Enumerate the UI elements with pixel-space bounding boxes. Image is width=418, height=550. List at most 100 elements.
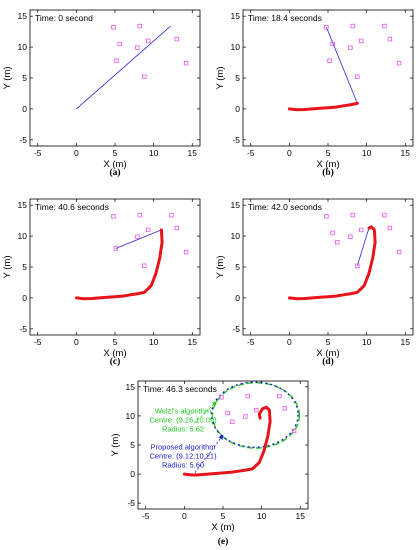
- target-marker: [396, 60, 402, 66]
- time-label: Time: 40.6 seconds: [35, 202, 109, 212]
- time-label: Time: 0 second: [35, 13, 93, 23]
- y-tick-label: 10: [18, 42, 28, 52]
- target-marker: [117, 41, 122, 47]
- x-tick-label: 0: [74, 148, 79, 158]
- trajectory-path: [287, 101, 359, 112]
- panel-caption: (d): [322, 356, 334, 367]
- target-marker: [142, 74, 147, 79]
- x-tick-label: 15: [401, 148, 411, 158]
- time-label: Time: 18.4 seconds: [248, 13, 322, 23]
- target-marker: [254, 407, 259, 413]
- target-marker: [113, 246, 118, 251]
- target-marker: [350, 212, 355, 218]
- time-label: Time: 46.3 seconds: [143, 384, 217, 394]
- target-marker: [291, 428, 297, 434]
- x-tick-label: 15: [188, 337, 198, 347]
- target-marker: [327, 58, 332, 63]
- y-tick-label: 0: [130, 469, 135, 479]
- annotation-line: Radius: 5.62: [162, 425, 204, 434]
- target-marker: [137, 212, 142, 218]
- x-tick-label: -5: [247, 148, 255, 158]
- target-marker: [114, 58, 119, 63]
- target-marker: [330, 230, 335, 236]
- x-tick-label: -5: [142, 511, 150, 521]
- target-marker: [142, 263, 147, 268]
- y-tick-label: 15: [18, 200, 28, 210]
- sight-line: [115, 229, 162, 249]
- annotation-line: Welzl's algorithm: [155, 407, 211, 416]
- y-tick-label: 5: [235, 262, 240, 272]
- sight-line: [326, 27, 358, 104]
- trajectory-path: [287, 225, 377, 301]
- y-axis-label: Y (m): [215, 255, 226, 278]
- plot-frame: [242, 9, 414, 147]
- target-marker: [348, 45, 353, 50]
- annotation-text-2: Proposed algorithm Centre: (9.12,10.21) Ra…: [149, 443, 217, 470]
- x-tick-label: -5: [247, 337, 255, 347]
- x-tick-label: 15: [401, 337, 411, 347]
- target-marker: [183, 249, 189, 255]
- target-marker: [183, 60, 189, 66]
- chart-panel-1: -5 0 5 10 15 -5 0 5 10 15 X (m) Y (m) Time: 0 second…: [2, 9, 201, 178]
- annotation-line: Centre: (9.26,10.09): [149, 416, 217, 425]
- annotation-line: Proposed algorithm: [151, 443, 216, 452]
- target-marker: [350, 23, 355, 29]
- panel-caption: (c): [110, 356, 121, 367]
- x-tick-label: 10: [149, 148, 159, 158]
- sight-line: [356, 227, 370, 266]
- x-tick-label: 5: [326, 148, 331, 158]
- y-tick-label: 10: [126, 411, 136, 421]
- target-marker: [245, 393, 250, 399]
- y-tick-label: 5: [22, 73, 27, 83]
- target-marker: [219, 395, 224, 400]
- target-marker: [111, 25, 116, 30]
- target-marker: [277, 393, 282, 399]
- x-axis-label: X (m): [103, 159, 126, 170]
- y-tick-label: 10: [231, 231, 241, 241]
- plot-frame: [29, 198, 201, 336]
- y-tick-label: 0: [235, 104, 240, 114]
- y-tick-label: 5: [235, 73, 240, 83]
- target-marker: [359, 227, 364, 233]
- time-label: Time: 42.0 seconds: [248, 202, 322, 212]
- x-tick-label: 5: [326, 337, 331, 347]
- target-marker: [137, 23, 142, 29]
- x-tick-label: -5: [34, 148, 42, 158]
- target-marker: [135, 234, 140, 239]
- target-marker: [382, 23, 387, 29]
- y-axis-label: Y (m): [215, 66, 226, 89]
- annotation-line: Radius: 5.60: [162, 461, 204, 470]
- x-tick-label: 10: [257, 511, 267, 521]
- annotation-arrow-1: [194, 401, 218, 423]
- x-tick-label: -5: [34, 337, 42, 347]
- x-axis-label: X (m): [316, 159, 339, 170]
- y-tick-label: 5: [22, 262, 27, 272]
- target-marker: [169, 212, 174, 218]
- plot-frame: [242, 198, 414, 336]
- target-marker: [135, 45, 140, 50]
- x-tick-label: 15: [296, 511, 306, 521]
- y-tick-label: -5: [232, 135, 240, 145]
- target-marker: [146, 38, 151, 44]
- y-tick-label: -5: [19, 135, 27, 145]
- y-tick-label: -5: [232, 324, 240, 334]
- y-tick-label: -5: [127, 498, 135, 508]
- y-tick-label: 0: [22, 293, 27, 303]
- target-marker: [324, 214, 329, 219]
- y-axis-label: Y (m): [110, 433, 121, 456]
- trajectory-path: [74, 228, 164, 301]
- panel-caption: (a): [109, 167, 120, 178]
- target-marker: [174, 225, 180, 231]
- y-axis-label: Y (m): [2, 66, 13, 89]
- x-tick-label: 10: [362, 337, 372, 347]
- target-marker: [387, 36, 393, 42]
- target-marker: [396, 249, 402, 255]
- y-tick-label: 0: [22, 104, 27, 114]
- x-tick-label: 0: [287, 148, 292, 158]
- y-tick-label: 10: [231, 42, 241, 52]
- y-tick-label: 15: [126, 382, 136, 392]
- x-tick-label: 0: [287, 337, 292, 347]
- y-tick-label: 0: [235, 293, 240, 303]
- y-tick-label: 15: [18, 11, 28, 21]
- target-marker: [359, 38, 364, 44]
